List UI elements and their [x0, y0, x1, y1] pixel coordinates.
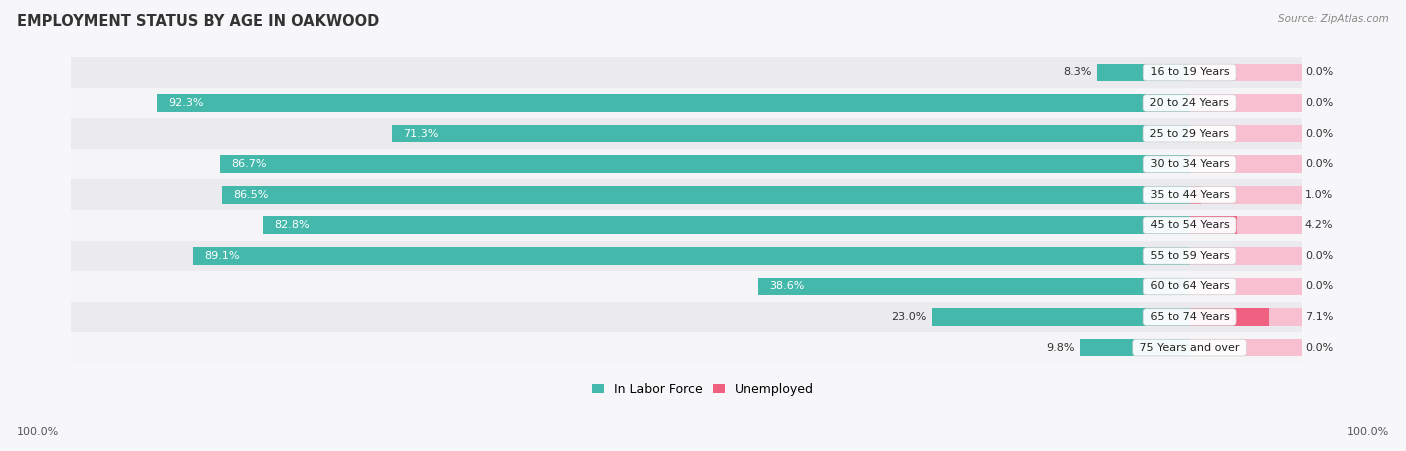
Text: 0.0%: 0.0% [1305, 251, 1333, 261]
Bar [70, 179, 1302, 210]
Bar [70, 302, 1302, 332]
Text: 100.0%: 100.0% [17, 428, 59, 437]
Text: 100.0%: 100.0% [1347, 428, 1389, 437]
Text: 0.0%: 0.0% [1305, 98, 1333, 108]
Text: 25 to 29 Years: 25 to 29 Years [1146, 129, 1233, 138]
Text: 7.1%: 7.1% [1305, 312, 1333, 322]
Bar [193, 247, 1189, 265]
Bar [1189, 64, 1302, 81]
Text: 65 to 74 Years: 65 to 74 Years [1146, 312, 1233, 322]
Text: 75 Years and over: 75 Years and over [1136, 343, 1243, 353]
Bar [70, 210, 1302, 241]
Bar [70, 57, 1302, 88]
Text: 71.3%: 71.3% [404, 129, 439, 138]
Bar [70, 118, 1302, 149]
Text: 0.0%: 0.0% [1305, 343, 1333, 353]
Text: 89.1%: 89.1% [204, 251, 239, 261]
Bar [70, 271, 1302, 302]
Text: 0.0%: 0.0% [1305, 129, 1333, 138]
Bar [70, 149, 1302, 179]
Text: 60 to 64 Years: 60 to 64 Years [1146, 281, 1233, 291]
Text: 23.0%: 23.0% [891, 312, 927, 322]
Bar [758, 278, 1189, 295]
Text: 86.7%: 86.7% [231, 159, 266, 169]
Bar [1097, 64, 1189, 81]
Text: 8.3%: 8.3% [1063, 68, 1091, 78]
Text: 16 to 19 Years: 16 to 19 Years [1146, 68, 1233, 78]
Legend: In Labor Force, Unemployed: In Labor Force, Unemployed [586, 378, 820, 401]
Text: Source: ZipAtlas.com: Source: ZipAtlas.com [1278, 14, 1389, 23]
Text: 35 to 44 Years: 35 to 44 Years [1146, 190, 1233, 200]
Bar [1189, 278, 1302, 295]
Text: 9.8%: 9.8% [1046, 343, 1074, 353]
Bar [1189, 186, 1302, 203]
Bar [70, 332, 1302, 363]
Bar [222, 186, 1189, 203]
Bar [1189, 186, 1201, 203]
Text: 0.0%: 0.0% [1305, 68, 1333, 78]
Bar [263, 216, 1189, 234]
Text: 30 to 34 Years: 30 to 34 Years [1146, 159, 1233, 169]
Text: 45 to 54 Years: 45 to 54 Years [1146, 221, 1233, 230]
Bar [1189, 339, 1302, 356]
Text: 4.2%: 4.2% [1305, 221, 1333, 230]
Bar [1189, 125, 1302, 143]
Text: 55 to 59 Years: 55 to 59 Years [1146, 251, 1233, 261]
Text: 92.3%: 92.3% [169, 98, 204, 108]
Text: 0.0%: 0.0% [1305, 281, 1333, 291]
Bar [932, 308, 1189, 326]
Bar [219, 155, 1189, 173]
Bar [1189, 155, 1302, 173]
Text: 86.5%: 86.5% [233, 190, 269, 200]
Bar [1189, 216, 1237, 234]
Bar [1189, 308, 1270, 326]
Bar [1189, 247, 1302, 265]
Text: EMPLOYMENT STATUS BY AGE IN OAKWOOD: EMPLOYMENT STATUS BY AGE IN OAKWOOD [17, 14, 380, 28]
Text: 20 to 24 Years: 20 to 24 Years [1146, 98, 1233, 108]
Bar [392, 125, 1189, 143]
Bar [157, 94, 1189, 112]
Text: 0.0%: 0.0% [1305, 159, 1333, 169]
Bar [1189, 308, 1302, 326]
Bar [1189, 94, 1302, 112]
Bar [70, 88, 1302, 118]
Text: 38.6%: 38.6% [769, 281, 804, 291]
Text: 1.0%: 1.0% [1305, 190, 1333, 200]
Bar [70, 241, 1302, 271]
Bar [1189, 216, 1302, 234]
Text: 82.8%: 82.8% [274, 221, 311, 230]
Bar [1080, 339, 1189, 356]
